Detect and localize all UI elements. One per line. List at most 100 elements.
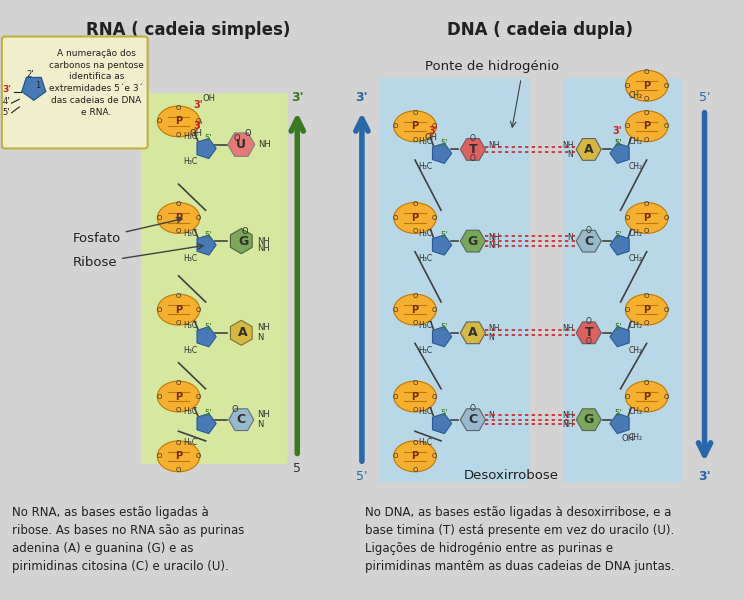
Text: O: O <box>663 215 669 221</box>
Text: O: O <box>625 307 630 313</box>
Text: 5': 5' <box>356 470 368 483</box>
Text: O: O <box>393 454 398 460</box>
Text: O: O <box>432 454 437 460</box>
Text: O: O <box>644 293 650 299</box>
Polygon shape <box>461 230 485 252</box>
Text: N: N <box>257 333 263 342</box>
Text: O: O <box>176 229 182 235</box>
Ellipse shape <box>157 441 200 472</box>
Text: NH: NH <box>257 140 270 149</box>
Text: O: O <box>412 293 417 299</box>
Text: O: O <box>625 394 630 400</box>
Polygon shape <box>231 320 252 346</box>
Text: O: O <box>625 215 630 221</box>
Text: CH₂: CH₂ <box>629 433 643 442</box>
Text: 4': 4' <box>2 97 10 106</box>
Text: U: U <box>237 138 246 151</box>
Text: O: O <box>644 96 650 102</box>
Text: O: O <box>644 110 650 116</box>
Text: P: P <box>175 116 182 127</box>
Text: 3': 3' <box>2 85 12 94</box>
Text: O: O <box>176 105 182 111</box>
Text: O: O <box>625 123 630 129</box>
Text: A: A <box>238 326 248 340</box>
Text: N: N <box>257 420 263 429</box>
Text: CH₂: CH₂ <box>629 229 643 238</box>
Text: H₃C: H₃C <box>183 346 197 355</box>
Text: H₃C: H₃C <box>183 439 197 448</box>
Text: O: O <box>412 407 417 413</box>
Text: OH: OH <box>425 133 438 142</box>
Text: G: G <box>238 235 248 248</box>
Ellipse shape <box>626 381 668 412</box>
Text: H₃C: H₃C <box>183 407 197 416</box>
Text: O: O <box>412 110 417 116</box>
Text: N: N <box>488 412 494 421</box>
Polygon shape <box>432 235 452 255</box>
Text: O: O <box>195 118 201 124</box>
Text: 5': 5' <box>205 323 212 332</box>
FancyBboxPatch shape <box>141 94 288 464</box>
Text: 5': 5' <box>2 108 10 117</box>
Text: O: O <box>412 380 417 386</box>
Text: CH₂: CH₂ <box>629 163 643 172</box>
Text: G: G <box>583 413 594 426</box>
Text: 5': 5' <box>440 409 448 418</box>
Polygon shape <box>461 409 485 431</box>
Text: H₃C: H₃C <box>183 229 197 238</box>
Text: C: C <box>469 413 478 426</box>
Text: P: P <box>175 392 182 401</box>
Text: P: P <box>175 305 182 314</box>
Text: NH: NH <box>257 410 269 419</box>
Text: NH: NH <box>488 241 500 250</box>
Text: H₃C: H₃C <box>183 254 197 263</box>
Text: H₃C: H₃C <box>419 163 433 172</box>
Text: 5': 5' <box>205 134 212 143</box>
Ellipse shape <box>394 294 436 325</box>
Text: 3': 3' <box>193 121 202 131</box>
Text: 5: 5 <box>293 463 301 475</box>
Text: O: O <box>195 454 201 460</box>
Text: Fosfato: Fosfato <box>72 218 182 245</box>
Text: P: P <box>175 213 182 223</box>
Text: Desoxirrobose: Desoxirrobose <box>464 469 559 482</box>
Text: NH: NH <box>257 323 269 332</box>
Text: H₃C: H₃C <box>183 157 197 166</box>
Text: O: O <box>393 123 398 129</box>
Text: O: O <box>470 404 476 413</box>
Text: NH: NH <box>257 236 269 245</box>
Text: A: A <box>468 326 478 340</box>
Text: O: O <box>644 202 650 208</box>
Text: 5': 5' <box>205 231 212 240</box>
Text: O: O <box>176 467 182 473</box>
Text: 5': 5' <box>614 139 621 148</box>
Text: CH₂: CH₂ <box>629 346 643 355</box>
Polygon shape <box>461 322 485 344</box>
Text: A: A <box>584 143 594 156</box>
Ellipse shape <box>157 381 200 412</box>
Text: H₃C: H₃C <box>419 137 433 146</box>
Polygon shape <box>432 413 452 434</box>
Text: P: P <box>643 121 650 131</box>
Text: O: O <box>156 118 162 124</box>
Text: O: O <box>644 137 650 143</box>
Text: 5': 5' <box>440 139 448 148</box>
Text: O: O <box>393 215 398 221</box>
Polygon shape <box>197 326 217 347</box>
Text: O: O <box>644 380 650 386</box>
Text: O: O <box>176 380 182 386</box>
Text: O: O <box>176 293 182 299</box>
Text: O: O <box>156 307 162 313</box>
Text: O: O <box>156 454 162 460</box>
Text: CH₂: CH₂ <box>629 254 643 263</box>
Text: H₃C: H₃C <box>419 229 433 238</box>
Text: O: O <box>176 202 182 208</box>
Text: O: O <box>644 229 650 235</box>
Text: No DNA, as bases estão ligadas à desoxirribose, e a
base timina (T) está present: No DNA, as bases estão ligadas à desoxir… <box>365 506 675 572</box>
Text: 3': 3' <box>612 126 621 136</box>
Polygon shape <box>576 230 601 252</box>
Text: 5': 5' <box>614 323 621 332</box>
Text: O: O <box>644 320 650 326</box>
Text: NH: NH <box>488 141 500 150</box>
Text: P: P <box>411 451 419 461</box>
